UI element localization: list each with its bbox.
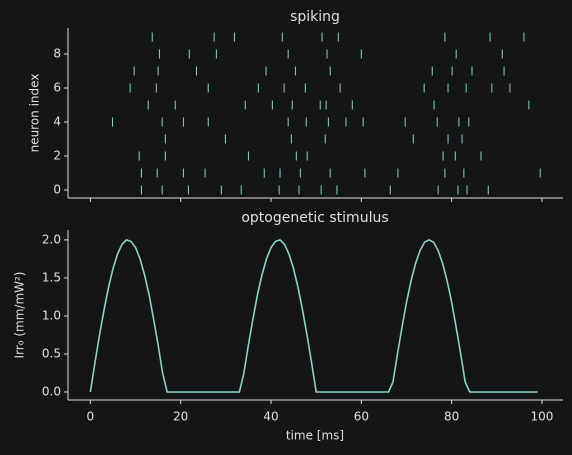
y-tick-label: 2.0 xyxy=(42,232,61,246)
chart-title: optogenetic stimulus xyxy=(241,210,388,226)
x-tick-label: 80 xyxy=(444,410,459,424)
x-tick-label: 60 xyxy=(354,410,369,424)
y-tick-label: 8 xyxy=(53,47,61,61)
y-tick-label: 1.0 xyxy=(42,308,61,322)
chart-title: spiking xyxy=(290,9,340,25)
x-tick-label: 0 xyxy=(87,410,95,424)
y-tick-label: 0 xyxy=(53,183,61,197)
stimulus-line xyxy=(89,238,538,393)
x-axis-label: time [ms] xyxy=(286,429,344,443)
y-tick-label: 6 xyxy=(53,81,61,95)
y-tick-label: 2 xyxy=(53,149,61,163)
y-tick-label: 4 xyxy=(53,115,61,129)
y-tick-label: 0.0 xyxy=(42,385,61,399)
x-tick-label: 20 xyxy=(173,410,188,424)
y-axis-label: neuron index xyxy=(28,74,42,153)
y-axis-label: Irr₀ (mm/mW²) xyxy=(13,272,27,359)
y-tick-label: 0.5 xyxy=(42,346,61,360)
x-tick-label: 40 xyxy=(263,410,278,424)
x-tick-label: 100 xyxy=(531,410,554,424)
y-tick-label: 1.5 xyxy=(42,270,61,284)
